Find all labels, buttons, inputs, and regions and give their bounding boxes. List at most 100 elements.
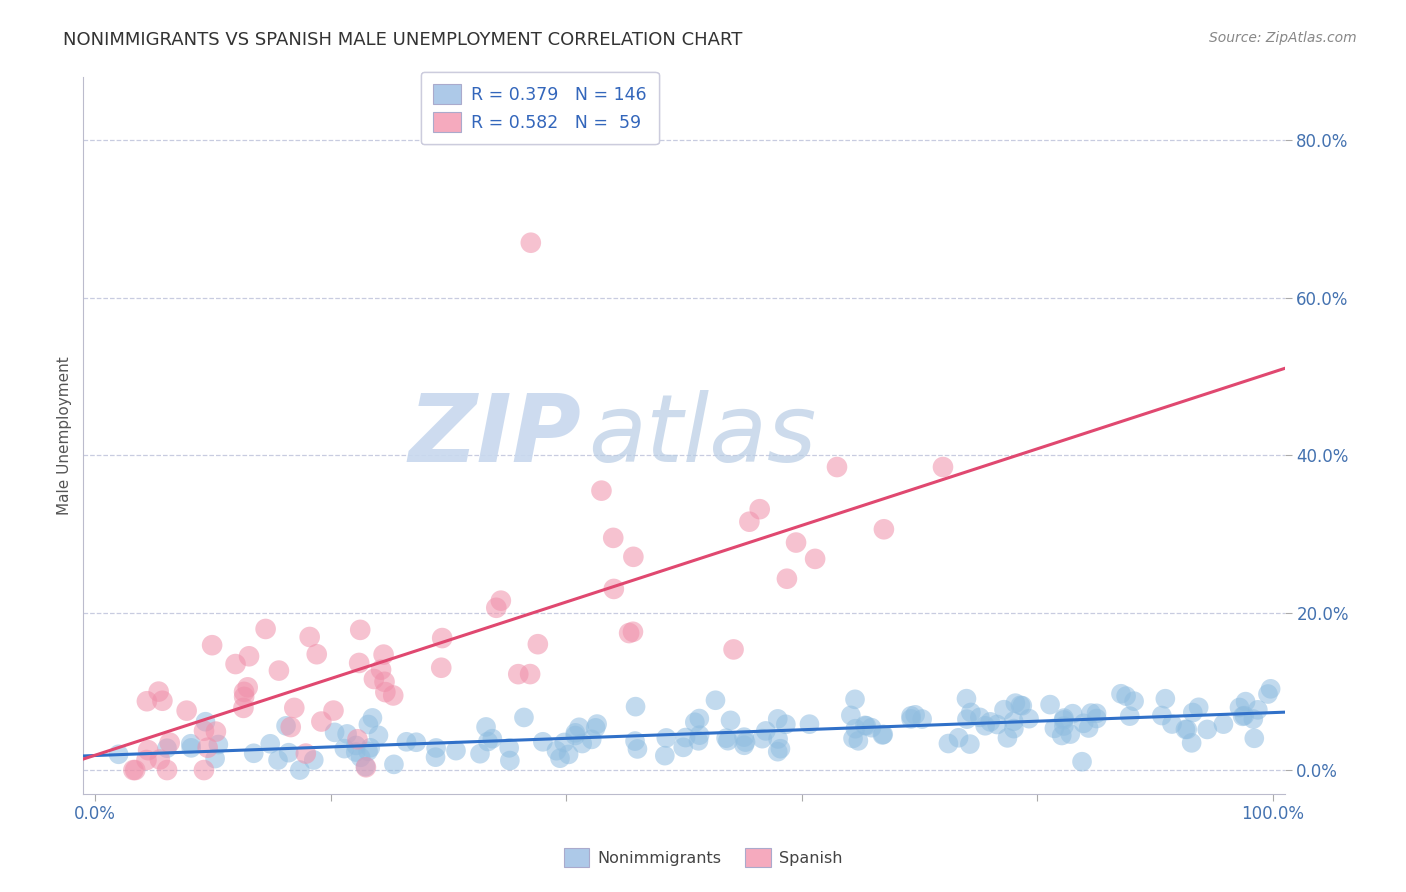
Point <box>769 741 792 756</box>
Point <box>180 740 202 755</box>
Point <box>564 729 586 743</box>
Point <box>548 751 571 765</box>
Point <box>1233 708 1256 723</box>
Point <box>232 701 254 715</box>
Point <box>344 739 367 753</box>
Point <box>354 760 377 774</box>
Point <box>267 753 290 767</box>
Point <box>1004 696 1026 710</box>
Point <box>236 681 259 695</box>
Point <box>444 744 467 758</box>
Point <box>520 235 543 250</box>
Point <box>274 719 297 733</box>
Point <box>1085 712 1108 726</box>
Point <box>135 694 157 708</box>
Point <box>519 667 541 681</box>
Point <box>844 722 866 736</box>
Point <box>302 753 325 767</box>
Point <box>305 647 328 661</box>
Point <box>571 737 593 751</box>
Point <box>621 624 644 639</box>
Point <box>201 638 224 652</box>
Point <box>1085 706 1108 721</box>
Point <box>1188 700 1211 714</box>
Point <box>1053 719 1076 733</box>
Point <box>585 721 607 735</box>
Point <box>344 745 367 759</box>
Point <box>873 522 896 536</box>
Point <box>997 731 1019 745</box>
Y-axis label: Male Unemployment: Male Unemployment <box>58 356 72 515</box>
Point <box>425 741 447 756</box>
Point <box>233 685 256 699</box>
Point <box>1150 708 1173 723</box>
Point <box>1197 723 1219 737</box>
Point <box>283 701 305 715</box>
Point <box>733 730 755 744</box>
Point <box>704 693 727 707</box>
Point <box>1243 731 1265 746</box>
Point <box>233 690 256 704</box>
Point <box>751 731 773 746</box>
Point <box>591 483 613 498</box>
Point <box>581 732 603 747</box>
Point <box>1073 716 1095 731</box>
Point <box>720 714 742 728</box>
Point <box>955 691 977 706</box>
Point <box>298 630 321 644</box>
Point <box>602 531 624 545</box>
Point <box>748 502 770 516</box>
Point <box>295 747 318 761</box>
Point <box>546 744 568 758</box>
Point <box>527 637 550 651</box>
Legend: Nonimmigrants, Spanish: Nonimmigrants, Spanish <box>557 842 849 873</box>
Point <box>1247 703 1270 717</box>
Point <box>932 460 955 475</box>
Point <box>993 703 1015 717</box>
Point <box>1181 706 1204 720</box>
Point <box>683 715 706 730</box>
Point <box>477 734 499 748</box>
Point <box>280 720 302 734</box>
Point <box>1018 712 1040 726</box>
Point <box>1010 698 1032 713</box>
Point <box>468 747 491 761</box>
Point <box>986 717 1008 731</box>
Point <box>205 724 228 739</box>
Point <box>766 731 789 746</box>
Text: ZIP: ZIP <box>409 390 582 482</box>
Point <box>204 751 226 765</box>
Point <box>956 712 979 726</box>
Point <box>733 739 755 753</box>
Point <box>785 535 807 549</box>
Point <box>288 763 311 777</box>
Point <box>1229 700 1251 714</box>
Point <box>359 740 381 755</box>
Point <box>475 720 498 734</box>
Point <box>277 746 299 760</box>
Point <box>1077 721 1099 735</box>
Point <box>346 732 368 747</box>
Point <box>979 714 1001 729</box>
Point <box>654 748 676 763</box>
Point <box>370 663 392 677</box>
Point <box>373 674 395 689</box>
Point <box>1161 717 1184 731</box>
Point <box>124 763 146 777</box>
Point <box>1232 709 1254 723</box>
Point <box>1257 687 1279 701</box>
Text: NONIMMIGRANTS VS SPANISH MALE UNEMPLOYMENT CORRELATION CHART: NONIMMIGRANTS VS SPANISH MALE UNEMPLOYME… <box>63 31 742 49</box>
Point <box>323 725 346 739</box>
Point <box>149 752 172 766</box>
Point <box>860 721 883 735</box>
Point <box>373 648 395 662</box>
Point <box>180 737 202 751</box>
Point <box>395 735 418 749</box>
Point <box>564 726 586 740</box>
Point <box>766 712 789 726</box>
Point <box>734 735 756 749</box>
Point <box>347 656 370 670</box>
Point <box>1154 691 1177 706</box>
Point <box>1115 689 1137 703</box>
Point <box>714 731 737 746</box>
